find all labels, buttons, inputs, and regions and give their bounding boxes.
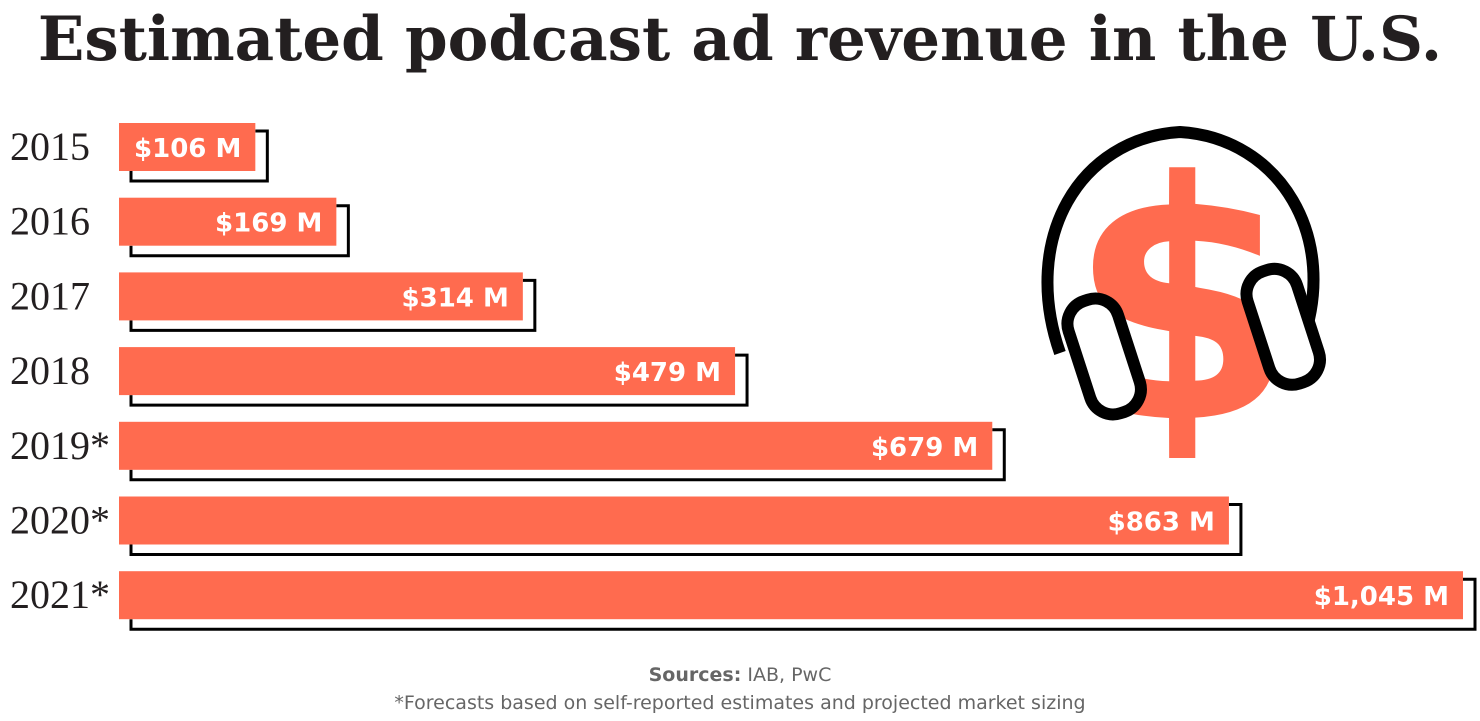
bar-chart: 2015 $106 M 2016 $169 M 2017 $314 M 2018 $479 M… — [10, 123, 1477, 631]
forecast-note: *Forecasts based on self-reported estima… — [394, 692, 1086, 714]
bar — [119, 571, 1463, 620]
bar-outline — [129, 428, 1006, 482]
bar-outline — [129, 503, 1243, 556]
year-label: 2020* — [10, 498, 110, 543]
year-label: 2015 — [10, 124, 90, 169]
bar-value-label: $679 M — [871, 433, 978, 463]
year-label: 2018 — [10, 348, 90, 393]
sources-text: IAB, PwC — [741, 664, 832, 686]
bar-outline — [129, 353, 749, 407]
headphones-dollar-icon: $ — [1020, 112, 1340, 496]
year-label: 2021* — [10, 572, 110, 617]
bar-value-label: $169 M — [215, 209, 322, 239]
bar-value-label: $314 M — [402, 283, 509, 313]
bar-outline — [129, 129, 269, 183]
bar — [119, 272, 523, 321]
chart-title: Estimated podcast ad revenue in the U.S. — [37, 4, 1443, 75]
bar-outline — [129, 204, 350, 258]
bar — [119, 496, 1229, 545]
bar-value-label: $1,045 M — [1314, 582, 1449, 612]
bar — [119, 421, 993, 470]
bar — [119, 123, 256, 171]
bar-value-label: $863 M — [1108, 508, 1215, 538]
bar-value-label: $106 M — [134, 134, 241, 164]
bar-outline — [129, 278, 537, 332]
bar — [119, 197, 337, 246]
bar-outline — [129, 577, 1477, 631]
bar — [119, 347, 736, 396]
year-label: 2019* — [10, 423, 110, 468]
year-label: 2017 — [10, 273, 90, 318]
bar-value-label: $479 M — [614, 358, 721, 388]
year-label: 2016 — [10, 199, 90, 244]
sources-line: Sources: IAB, PwC — [0, 664, 1480, 686]
sources-label: Sources: — [648, 664, 742, 686]
